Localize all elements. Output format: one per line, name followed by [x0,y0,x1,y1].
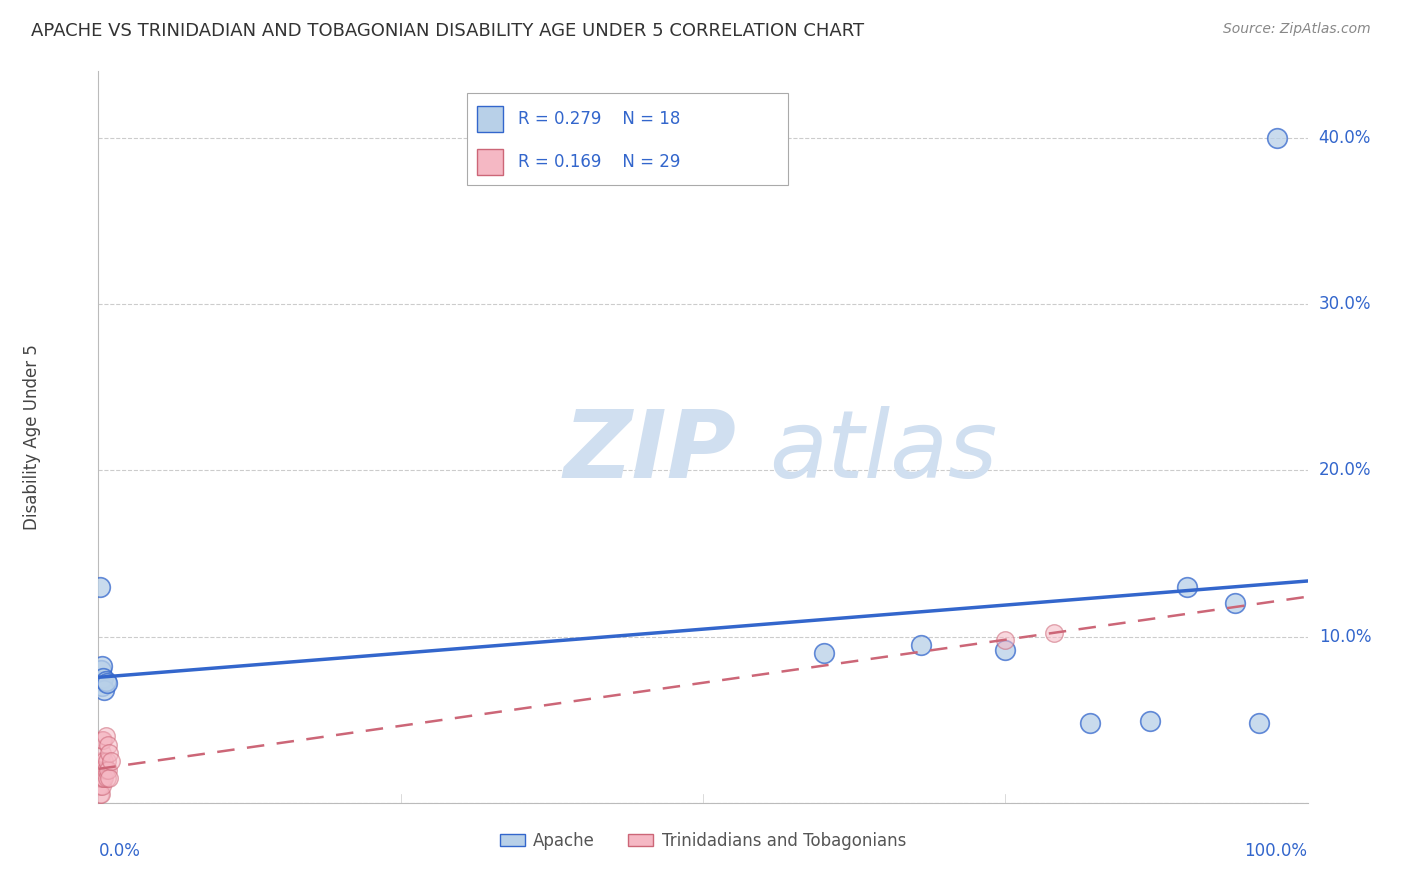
Point [87,779,110,793]
Point [96,754,118,768]
Point [91,732,114,747]
FancyBboxPatch shape [477,106,503,132]
Point [90,788,112,802]
FancyBboxPatch shape [477,149,503,175]
Point [91,732,114,747]
Point [97,763,120,777]
Text: R = 0.279    N = 18: R = 0.279 N = 18 [517,110,681,128]
Point [994,632,1017,647]
Text: 30.0%: 30.0% [1319,295,1371,313]
Point [94,729,117,743]
Point [98,771,121,785]
Point [90,674,112,689]
Point [90,771,112,785]
Point [98,746,121,760]
Text: 0.0%: 0.0% [98,842,141,860]
Point [94,674,117,689]
FancyBboxPatch shape [467,94,787,185]
Text: 20.0%: 20.0% [1319,461,1371,479]
Point [87,763,110,777]
Point [90,763,112,777]
Point [93,771,115,785]
Point [96,676,118,690]
Point [96,771,118,785]
Point [91,771,114,785]
Point [90,754,112,768]
Text: 10.0%: 10.0% [1319,628,1371,646]
Point [94,763,117,777]
Text: Disability Age Under 5: Disability Age Under 5 [22,344,41,530]
Text: 100.0%: 100.0% [1244,842,1308,860]
Point [89,580,111,594]
Text: 40.0%: 40.0% [1319,128,1371,147]
Point [1139,714,1161,729]
Point [1223,596,1246,610]
Point [1267,131,1289,145]
Point [89,759,111,773]
Point [89,788,111,802]
Legend: Apache, Trinidadians and Tobagonians: Apache, Trinidadians and Tobagonians [494,825,912,856]
Point [1175,580,1198,594]
Point [93,682,115,697]
Point [910,638,932,652]
Point [89,779,111,793]
Point [91,671,114,685]
Point [813,646,835,660]
Text: R = 0.169    N = 29: R = 0.169 N = 29 [517,153,681,171]
Point [994,643,1017,657]
Point [91,763,114,777]
Text: APACHE VS TRINIDADIAN AND TOBAGONIAN DISABILITY AGE UNDER 5 CORRELATION CHART: APACHE VS TRINIDADIAN AND TOBAGONIAN DIS… [31,22,865,40]
Point [90,663,112,677]
Point [1249,716,1271,731]
Point [91,680,114,694]
Point [1078,716,1101,731]
Point [89,771,111,785]
Text: Source: ZipAtlas.com: Source: ZipAtlas.com [1223,22,1371,37]
Point [91,779,114,793]
Text: atlas: atlas [769,406,998,497]
Point [93,754,115,768]
Point [91,659,114,673]
Point [97,738,120,752]
Text: ZIP: ZIP [564,406,737,498]
Point [100,754,122,768]
Point [91,746,114,760]
Point [1042,626,1064,640]
